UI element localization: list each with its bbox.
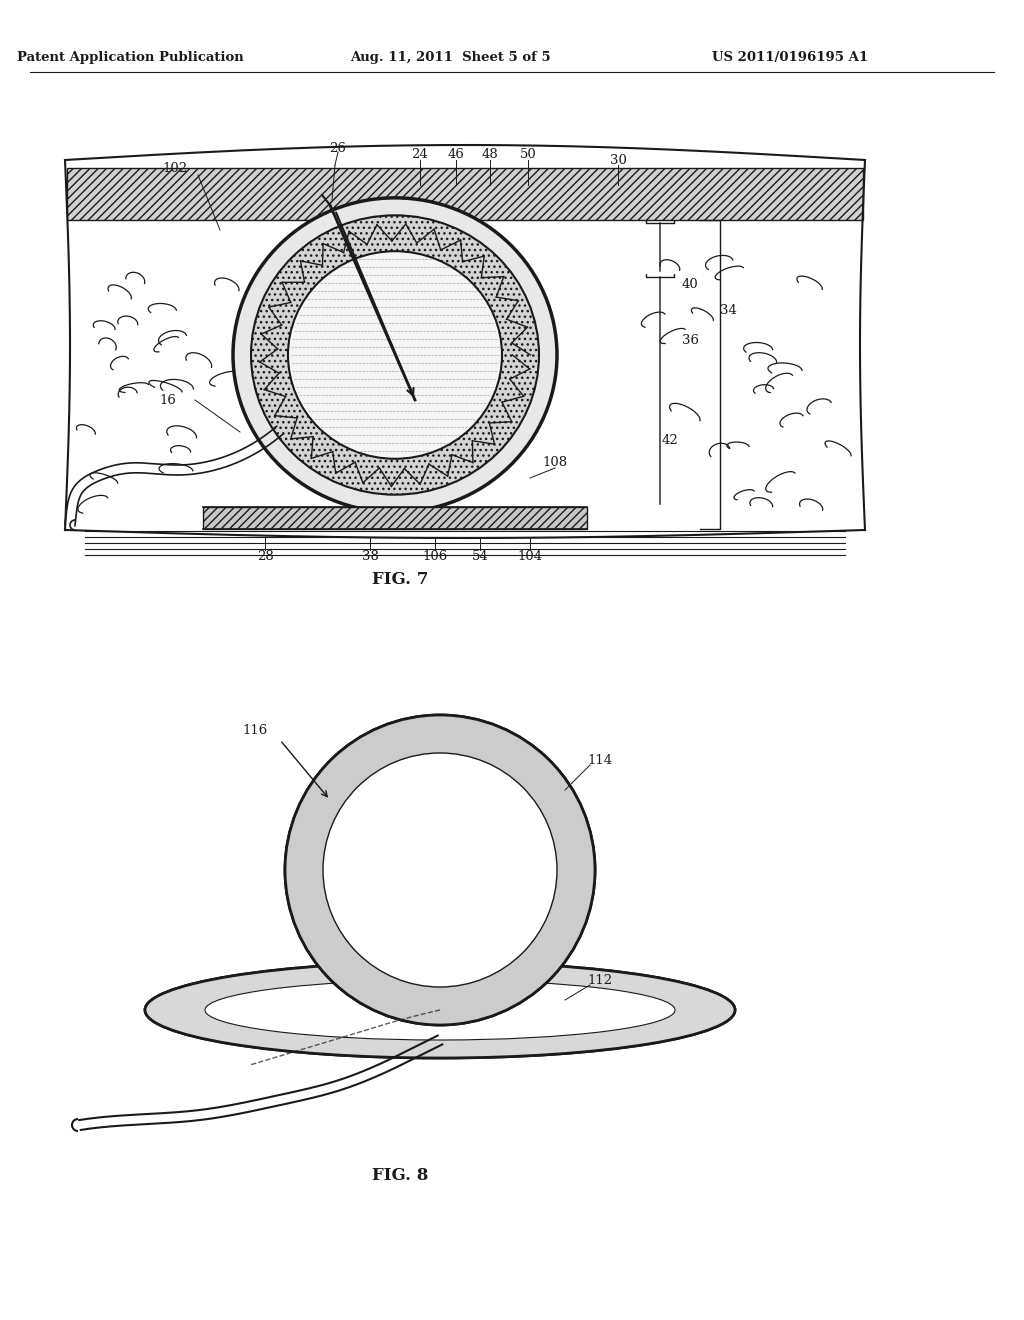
Ellipse shape (285, 715, 595, 1026)
Text: 114: 114 (588, 754, 612, 767)
Bar (67, 168, 863, 220)
Text: FIG. 8: FIG. 8 (372, 1167, 428, 1184)
Ellipse shape (285, 715, 595, 1026)
Text: 116: 116 (243, 723, 267, 737)
Ellipse shape (288, 251, 502, 459)
Text: 112: 112 (588, 974, 612, 986)
Text: 36: 36 (682, 334, 699, 346)
Text: 102: 102 (163, 161, 187, 174)
Ellipse shape (251, 215, 539, 495)
Text: 40: 40 (682, 279, 698, 292)
Text: 46: 46 (447, 149, 465, 161)
Text: 38: 38 (361, 549, 379, 562)
Ellipse shape (233, 198, 557, 512)
Ellipse shape (145, 962, 735, 1059)
Text: Aug. 11, 2011  Sheet 5 of 5: Aug. 11, 2011 Sheet 5 of 5 (349, 51, 550, 65)
Text: 16: 16 (160, 393, 176, 407)
Text: Patent Application Publication: Patent Application Publication (16, 51, 244, 65)
Text: FIG. 7: FIG. 7 (372, 572, 428, 589)
Text: 28: 28 (257, 549, 273, 562)
Text: 104: 104 (517, 549, 543, 562)
Text: 50: 50 (519, 149, 537, 161)
Ellipse shape (205, 979, 675, 1040)
Text: 108: 108 (543, 455, 567, 469)
Text: 26: 26 (330, 141, 346, 154)
Text: 106: 106 (422, 549, 447, 562)
Text: US 2011/0196195 A1: US 2011/0196195 A1 (712, 51, 868, 65)
Text: 24: 24 (412, 149, 428, 161)
Text: 48: 48 (481, 149, 499, 161)
Text: 30: 30 (609, 153, 627, 166)
Ellipse shape (323, 752, 557, 987)
Text: 42: 42 (662, 433, 679, 446)
Text: 54: 54 (472, 549, 488, 562)
Ellipse shape (145, 962, 735, 1059)
Text: 34: 34 (720, 304, 737, 317)
Bar (203, 507, 587, 529)
